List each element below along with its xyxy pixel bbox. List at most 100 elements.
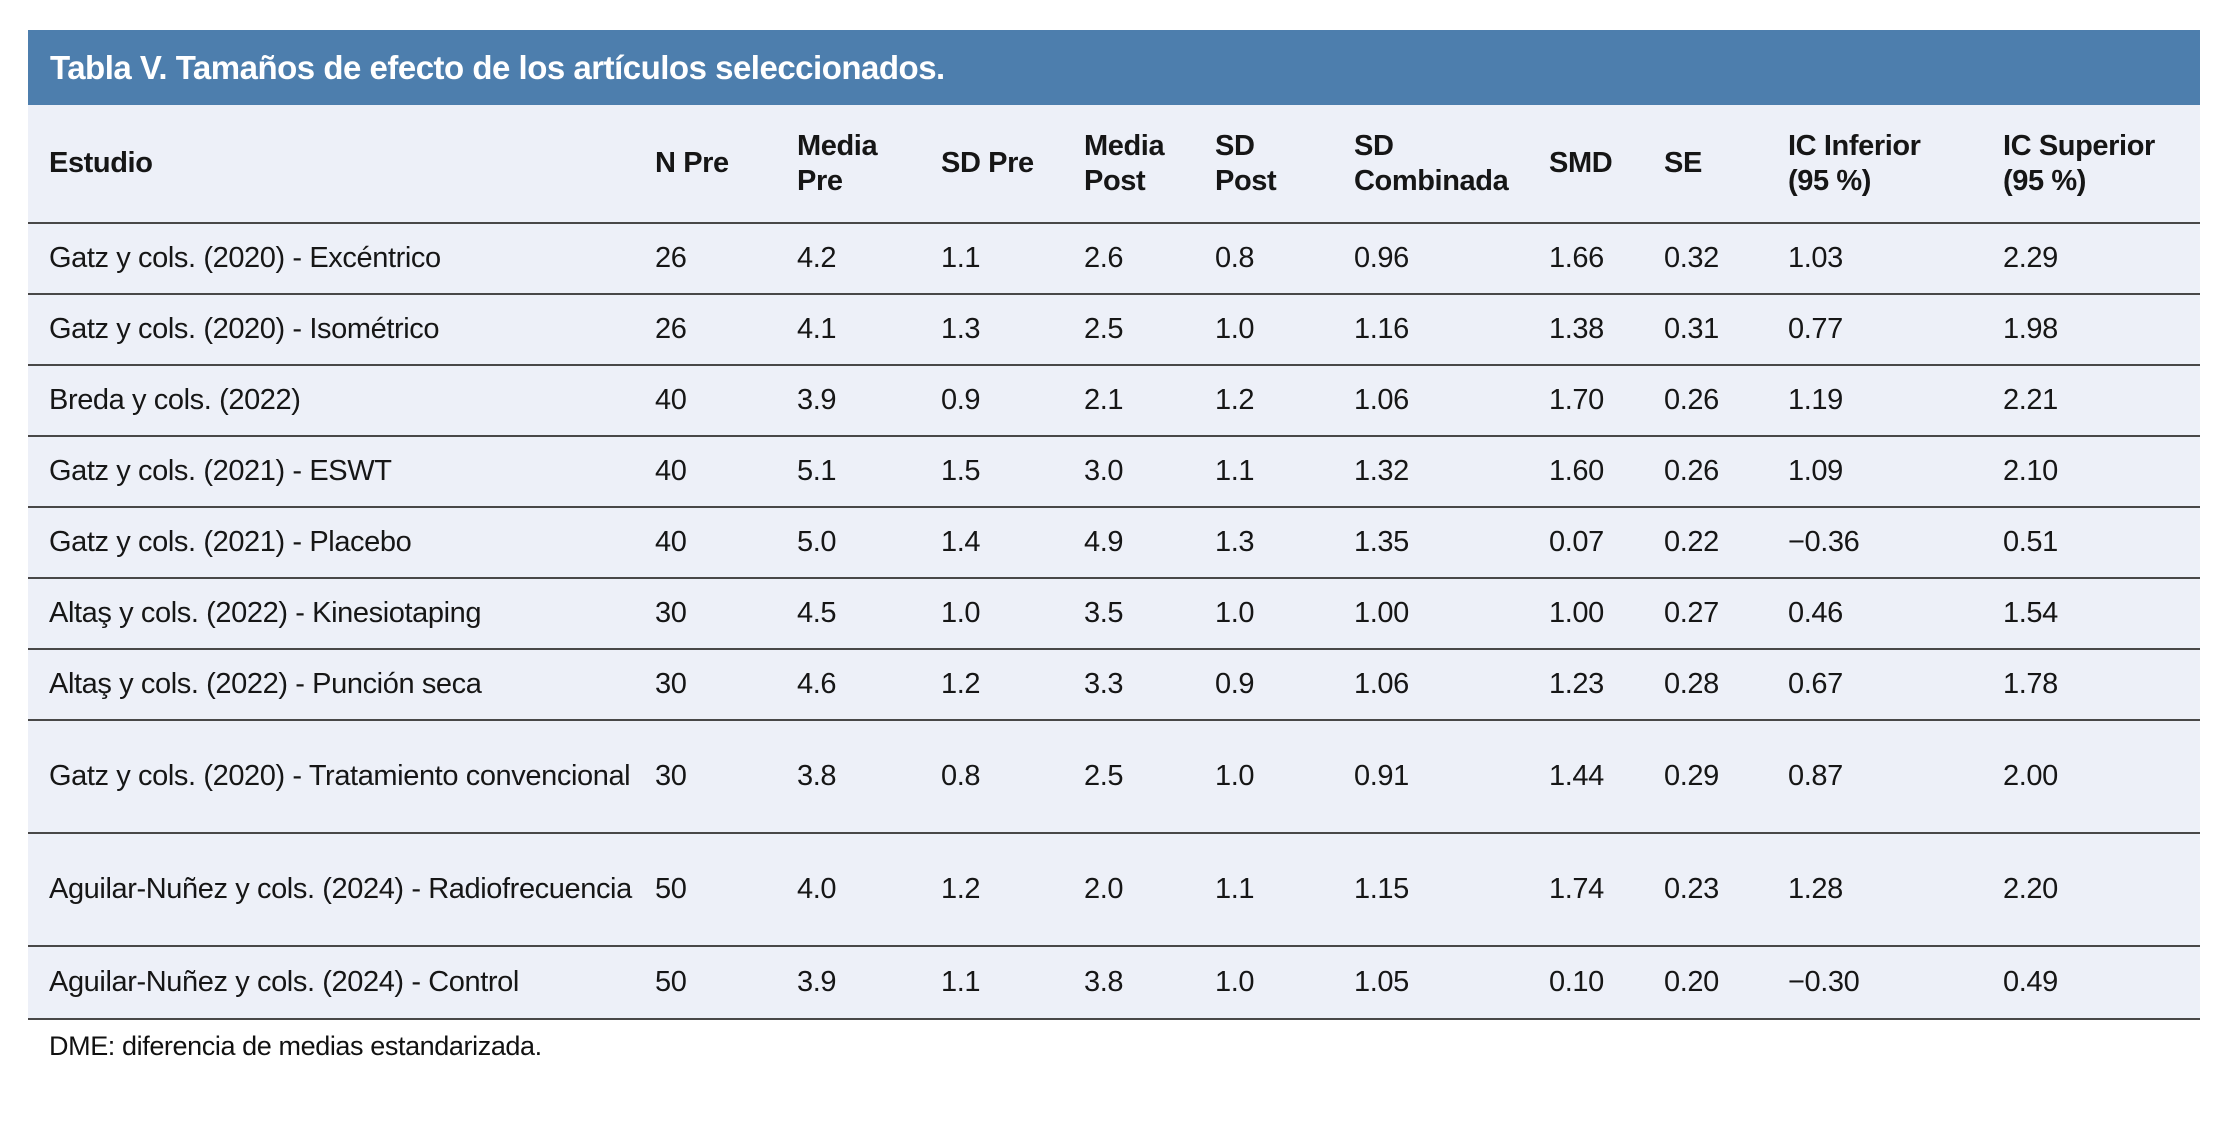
cell-value: 1.1 bbox=[1215, 833, 1354, 947]
cell-value: 1.2 bbox=[1215, 365, 1354, 437]
cell-value: 2.5 bbox=[1084, 294, 1215, 366]
cell-study: Gatz y cols. (2020) - Excéntrico bbox=[28, 223, 655, 295]
header-row: Estudio N Pre Media Pre SD Pre Media Post SD … bbox=[28, 105, 2200, 224]
table-row: Gatz y cols. (2020) - Tratamiento conven… bbox=[28, 720, 2200, 834]
cell-value: 0.27 bbox=[1664, 578, 1788, 650]
cell-value: 2.1 bbox=[1084, 365, 1215, 437]
cell-value: 2.0 bbox=[1084, 833, 1215, 947]
cell-value: 0.91 bbox=[1354, 720, 1549, 834]
cell-value: 0.51 bbox=[2003, 507, 2200, 579]
cell-value: 1.0 bbox=[1215, 578, 1354, 650]
cell-value: 1.00 bbox=[1354, 578, 1549, 650]
table-row: Gatz y cols. (2020) - Excéntrico 26 4.2 1.1… bbox=[28, 223, 2200, 295]
cell-value: 1.0 bbox=[1215, 294, 1354, 366]
column-header: SD Pre bbox=[941, 105, 1084, 224]
cell-value: −0.30 bbox=[1788, 946, 2003, 1020]
column-header: Media Pre bbox=[797, 105, 941, 224]
cell-value: 1.0 bbox=[1215, 946, 1354, 1020]
cell-value: 1.70 bbox=[1549, 365, 1664, 437]
cell-value: 1.1 bbox=[1215, 436, 1354, 508]
table-footnote: DME: diferencia de medias estandarizada. bbox=[49, 1031, 542, 1061]
cell-value: 30 bbox=[655, 578, 797, 650]
cell-value: 1.0 bbox=[941, 578, 1084, 650]
cell-value: 40 bbox=[655, 507, 797, 579]
cell-value: 0.29 bbox=[1664, 720, 1788, 834]
cell-study: Gatz y cols. (2021) - ESWT bbox=[28, 436, 655, 508]
cell-study: Gatz y cols. (2020) - Isométrico bbox=[28, 294, 655, 366]
cell-value: 1.32 bbox=[1354, 436, 1549, 508]
cell-value: 1.09 bbox=[1788, 436, 2003, 508]
cell-value: 1.00 bbox=[1549, 578, 1664, 650]
cell-value: 4.1 bbox=[797, 294, 941, 366]
cell-value: 2.00 bbox=[2003, 720, 2200, 834]
table-row: Breda y cols. (2022) 40 3.9 0.9 2.1 1.2 1.06 1.… bbox=[28, 365, 2200, 437]
cell-value: 1.98 bbox=[2003, 294, 2200, 366]
cell-value: 3.3 bbox=[1084, 649, 1215, 721]
cell-value: 0.26 bbox=[1664, 436, 1788, 508]
column-header: Estudio bbox=[28, 105, 655, 224]
table-row: Aguilar-Nuñez y cols. (2024) - Control 50… bbox=[28, 946, 2200, 1020]
cell-value: 0.46 bbox=[1788, 578, 2003, 650]
cell-value: 2.29 bbox=[2003, 223, 2200, 295]
column-header: Media Post bbox=[1084, 105, 1215, 224]
cell-study: Aguilar-Nuñez y cols. (2024) - Control bbox=[28, 946, 655, 1020]
cell-value: 0.31 bbox=[1664, 294, 1788, 366]
cell-study: Altaş y cols. (2022) - Kinesiotaping bbox=[28, 578, 655, 650]
cell-value: 30 bbox=[655, 649, 797, 721]
cell-value: 0.87 bbox=[1788, 720, 2003, 834]
cell-value: 0.77 bbox=[1788, 294, 2003, 366]
table-title: Tabla V. Tamaños de efecto de los artícu… bbox=[28, 30, 2200, 105]
table-row: Altaş y cols. (2022) - Kinesiotaping 30 4.… bbox=[28, 578, 2200, 650]
cell-value: 1.15 bbox=[1354, 833, 1549, 947]
cell-value: 0.49 bbox=[2003, 946, 2200, 1020]
cell-value: 1.5 bbox=[941, 436, 1084, 508]
cell-value: 0.96 bbox=[1354, 223, 1549, 295]
cell-value: 40 bbox=[655, 365, 797, 437]
table-row: Gatz y cols. (2021) - ESWT 40 5.1 1.5 3.0 1.1… bbox=[28, 436, 2200, 508]
cell-study: Gatz y cols. (2020) - Tratamiento conven… bbox=[28, 720, 655, 834]
cell-value: 1.3 bbox=[1215, 507, 1354, 579]
cell-value: 30 bbox=[655, 720, 797, 834]
cell-value: 1.4 bbox=[941, 507, 1084, 579]
cell-value: 1.05 bbox=[1354, 946, 1549, 1020]
cell-value: 1.06 bbox=[1354, 649, 1549, 721]
cell-value: 1.38 bbox=[1549, 294, 1664, 366]
cell-value: 3.9 bbox=[797, 946, 941, 1020]
cell-value: 1.66 bbox=[1549, 223, 1664, 295]
cell-value: 1.0 bbox=[1215, 720, 1354, 834]
cell-value: 5.0 bbox=[797, 507, 941, 579]
cell-value: 2.6 bbox=[1084, 223, 1215, 295]
cell-value: 40 bbox=[655, 436, 797, 508]
effects-table-container: Tabla V. Tamaños de efecto de los artícu… bbox=[28, 30, 2200, 1062]
cell-value: 3.9 bbox=[797, 365, 941, 437]
table-row: Gatz y cols. (2021) - Placebo 40 5.0 1.4 4.9… bbox=[28, 507, 2200, 579]
column-header: IC Inferior (95 %) bbox=[1788, 105, 2003, 224]
cell-value: 0.67 bbox=[1788, 649, 2003, 721]
column-header: SD Post bbox=[1215, 105, 1354, 224]
cell-value: 1.23 bbox=[1549, 649, 1664, 721]
cell-value: 1.60 bbox=[1549, 436, 1664, 508]
cell-value: 2.5 bbox=[1084, 720, 1215, 834]
cell-value: 0.8 bbox=[1215, 223, 1354, 295]
cell-value: 26 bbox=[655, 294, 797, 366]
cell-value: 4.5 bbox=[797, 578, 941, 650]
cell-value: 1.2 bbox=[941, 649, 1084, 721]
cell-value: 1.74 bbox=[1549, 833, 1664, 947]
cell-value: 1.54 bbox=[2003, 578, 2200, 650]
cell-value: 2.20 bbox=[2003, 833, 2200, 947]
cell-value: 1.2 bbox=[941, 833, 1084, 947]
cell-value: 4.6 bbox=[797, 649, 941, 721]
cell-value: 0.8 bbox=[941, 720, 1084, 834]
cell-value: 3.0 bbox=[1084, 436, 1215, 508]
cell-value: 50 bbox=[655, 833, 797, 947]
cell-value: 1.1 bbox=[941, 223, 1084, 295]
cell-value: 26 bbox=[655, 223, 797, 295]
table-row: Aguilar-Nuñez y cols. (2024) - Radiofrec… bbox=[28, 833, 2200, 947]
cell-value: 0.28 bbox=[1664, 649, 1788, 721]
cell-study: Gatz y cols. (2021) - Placebo bbox=[28, 507, 655, 579]
cell-value: 3.8 bbox=[797, 720, 941, 834]
cell-value: 4.9 bbox=[1084, 507, 1215, 579]
cell-value: −0.36 bbox=[1788, 507, 2003, 579]
column-header: SD Combinada bbox=[1354, 105, 1549, 224]
cell-value: 50 bbox=[655, 946, 797, 1020]
